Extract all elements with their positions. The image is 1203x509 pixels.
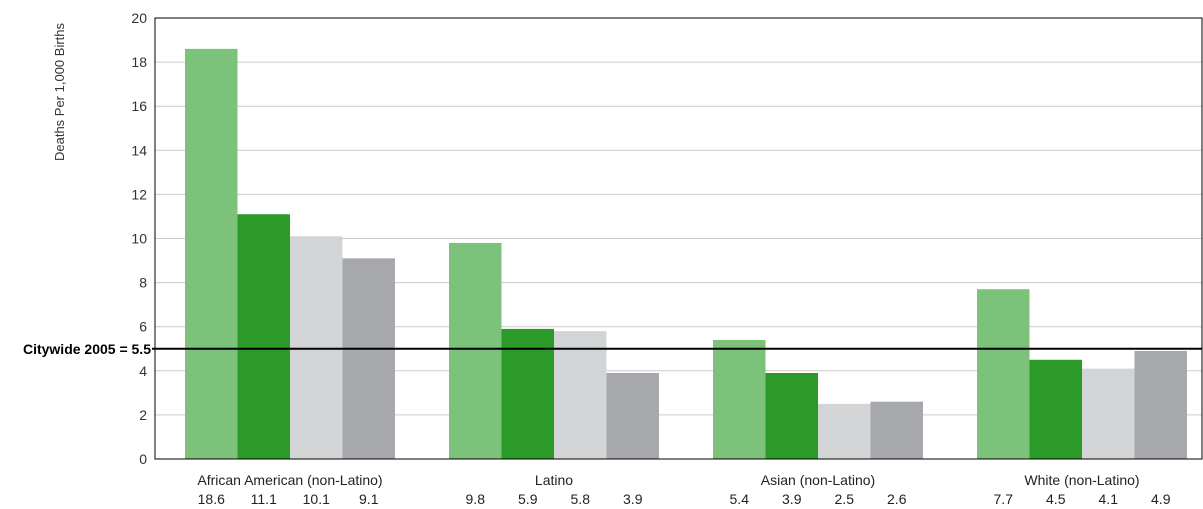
data-value-label: 2.6: [887, 491, 907, 507]
bar: [870, 401, 923, 459]
bar: [1029, 359, 1082, 459]
bar: [765, 373, 818, 459]
data-value-label: 5.9: [518, 491, 538, 507]
data-value-label: 11.1: [251, 491, 277, 507]
bar: [977, 289, 1030, 459]
plot-frame: [154, 17, 1203, 460]
value-labels: 18.6 11.1 10.1 9.1 9.8 5.9 5.8 3.9 5.4 3.9 2.5 2.6 7…: [198, 491, 1171, 507]
y-tick-label: 18: [131, 54, 147, 70]
data-value-label: 3.9: [623, 491, 643, 507]
x-category-label: Asian (non-Latino): [761, 472, 875, 488]
bar: [1082, 368, 1135, 459]
citywide-reference-label: Citywide 2005 = 5.5: [23, 341, 151, 357]
bar: [237, 214, 290, 459]
bar: [713, 339, 766, 459]
bar: [606, 373, 659, 459]
data-value-label: 2.5: [835, 491, 855, 507]
data-value-label: 3.9: [782, 491, 802, 507]
bar: [449, 242, 502, 459]
data-value-label: 5.4: [730, 491, 750, 507]
y-tick-label: 2: [139, 407, 147, 423]
data-value-label: 5.8: [571, 491, 591, 507]
x-category-label: White (non-Latino): [1024, 472, 1139, 488]
bars: [185, 48, 1187, 460]
x-category-label: Latino: [535, 472, 573, 488]
data-value-label: 18.6: [198, 491, 225, 507]
bar: [185, 48, 238, 460]
data-value-label: 4.1: [1099, 491, 1119, 507]
y-tick-label: 4: [139, 363, 147, 379]
x-category-label: African American (non-Latino): [197, 472, 382, 488]
y-tick-label: 14: [131, 142, 147, 158]
y-tick-labels: 0 2 4 6 8 10 12 14 16 18 20: [131, 10, 147, 467]
y-axis-label: Deaths Per 1,000 Births: [52, 22, 67, 161]
y-tick-label: 20: [131, 10, 147, 26]
bar: [818, 403, 871, 459]
data-value-label: 4.9: [1151, 491, 1171, 507]
y-tick-label: 6: [139, 319, 147, 335]
y-tick-label: 8: [139, 275, 147, 291]
bar: [342, 258, 395, 459]
y-tick-label: 16: [131, 98, 147, 114]
bar: [290, 236, 343, 459]
data-value-label: 7.7: [994, 491, 1014, 507]
bar: [501, 328, 554, 459]
y-tick-label: 0: [139, 451, 147, 467]
data-value-label: 10.1: [303, 491, 330, 507]
data-value-label: 9.1: [359, 491, 379, 507]
category-labels: African American (non-Latino) Latino Asian…: [197, 472, 1139, 488]
bar: [554, 331, 607, 459]
y-tick-label: 10: [131, 231, 147, 247]
data-value-label: 9.8: [466, 491, 486, 507]
data-value-label: 4.5: [1046, 491, 1066, 507]
y-tick-label: 12: [131, 186, 147, 202]
bar: [1134, 350, 1187, 459]
